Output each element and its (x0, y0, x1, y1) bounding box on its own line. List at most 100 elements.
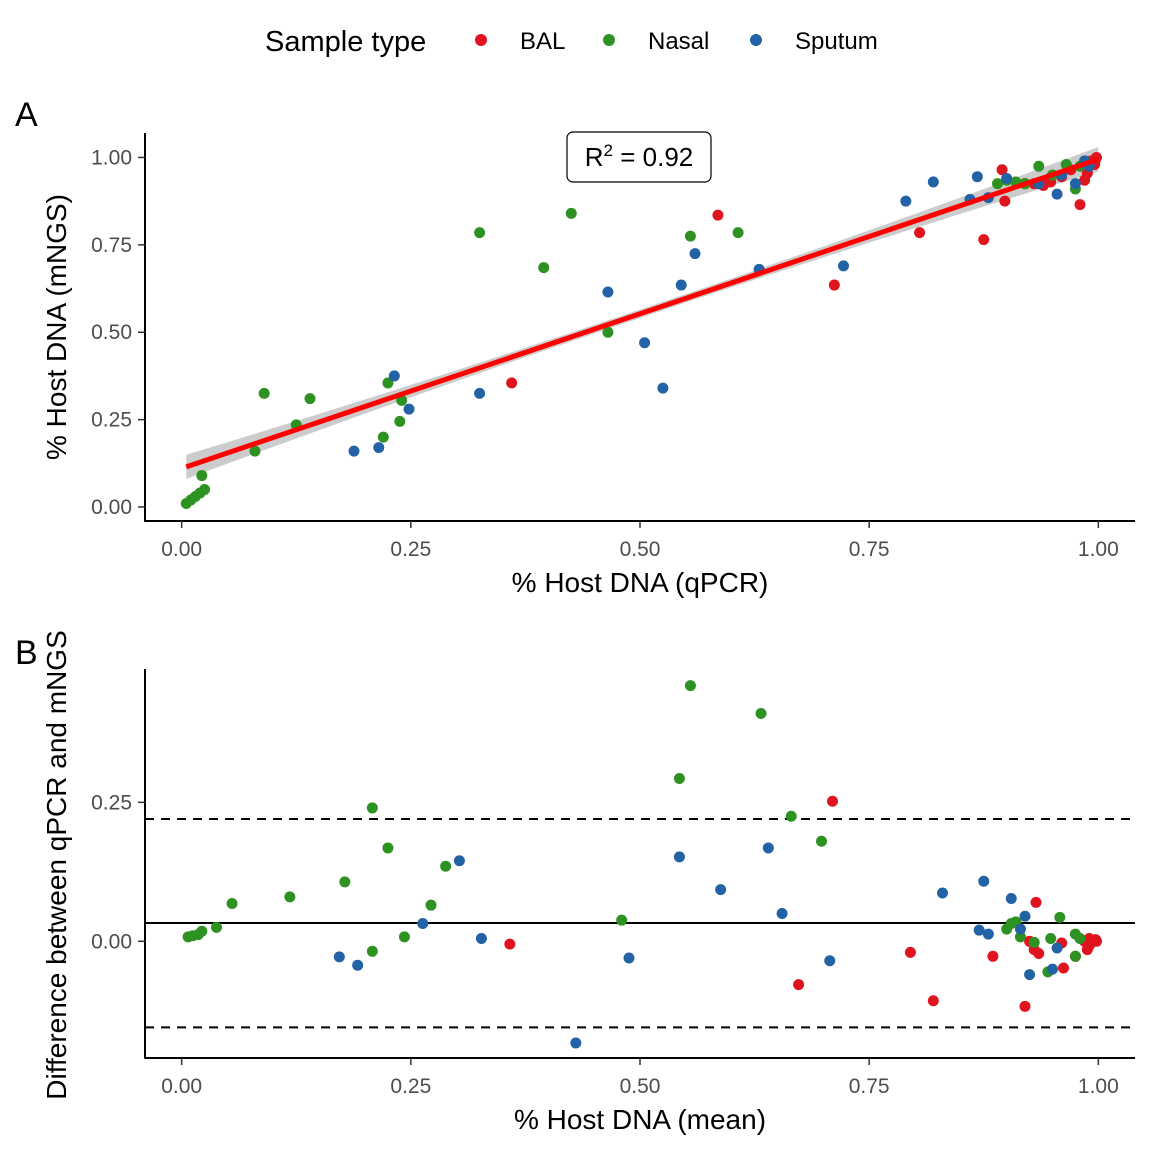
panel-a-point-bal (978, 234, 990, 246)
panel-b-point-nasal (226, 898, 238, 910)
panel-a-point-sputum (689, 248, 701, 260)
panel-a-point-sputum (403, 403, 415, 415)
panel-b-point-nasal (1045, 933, 1057, 945)
panel-a-point-nasal (382, 377, 394, 389)
panel-b-point-nasal (440, 860, 452, 872)
panel-a-label: A (15, 96, 38, 134)
panel-b-point-nasal (196, 925, 208, 937)
panel-b-point-sputum (973, 924, 985, 936)
panel-a-point-sputum (474, 387, 486, 399)
panel-b-point-nasal (211, 921, 222, 933)
panel-b-point-nasal (284, 891, 296, 903)
panel-a: A 0.00 0.25 0.50 0.75 1.00 0.00 0.25 0.50 0.75 1.… (15, 96, 1135, 598)
panel-b-point-nasal (366, 945, 378, 957)
panel-a-point-sputum (1069, 178, 1081, 190)
panel-a-point-nasal (377, 431, 389, 443)
panel-b-point-bal (1033, 948, 1045, 960)
panel-b-axes: 0.00 0.25 0.50 0.75 1.00 0.00 0.25 (91, 669, 1135, 1098)
panel-a-point-nasal (196, 470, 208, 482)
panel-b-point-nasal (1054, 911, 1066, 923)
r2-annotation: R2 = 0.92 (585, 141, 693, 172)
panel-b-point-bal (1091, 935, 1102, 947)
panel-a-point-bal (712, 209, 724, 221)
panel-b-x-axis-title: % Host DNA (mean) (514, 1104, 766, 1135)
panel-b-y-tick-label: 0.00 (91, 930, 132, 953)
panel-b-point-sputum (623, 952, 635, 964)
panel-b-points (182, 680, 1102, 1049)
panel-a-point-nasal (732, 227, 744, 239)
panel-b-point-sputum (417, 918, 429, 930)
r2-box (566, 131, 712, 183)
panel-b-point-bal (927, 995, 939, 1007)
legend-label-nasal: Nasal (648, 28, 709, 55)
panel-a-point-nasal (538, 262, 550, 274)
panel-b-point-bal (1058, 962, 1069, 974)
panel-a-y-tick-label: 0.75 (91, 234, 132, 257)
panel-b-point-bal (827, 795, 838, 807)
panel-a-point-bal (1074, 199, 1086, 211)
panel-a-axes: 0.00 0.25 0.50 0.75 1.00 0.00 0.25 0.50 0.75 1.00 (91, 133, 1135, 561)
panel-b-point-sputum (982, 928, 994, 940)
panel-b-point-bal (904, 946, 916, 958)
panel-b-point-bal (793, 979, 805, 991)
panel-b-point-nasal (1028, 936, 1040, 948)
panel-a-y-tick-label: 0.00 (91, 496, 132, 519)
panel-a-x-tick-label: 1.00 (1078, 538, 1119, 561)
panel-a-x-tick-label: 0.50 (620, 538, 661, 561)
panel-a-point-nasal (1033, 160, 1045, 172)
panel-a-point-nasal (565, 207, 577, 219)
panel-a-point-bal (506, 377, 518, 389)
panel-a-point-bal (999, 195, 1011, 207)
legend: Sample type BAL Nasal Sputum (265, 26, 878, 58)
panel-a-point-nasal (258, 387, 270, 399)
panel-b-point-sputum (978, 875, 990, 887)
panel-b-label: B (15, 634, 38, 672)
legend-key-sputum (750, 34, 762, 46)
panel-a-point-sputum (1051, 188, 1063, 200)
panel-a-x-tick-label: 0.25 (390, 538, 431, 561)
legend-key-nasal (603, 34, 615, 46)
panel-b-y-tick-label: 0.25 (91, 791, 132, 814)
panel-b-point-bal (1019, 1000, 1031, 1012)
panel-a-point-nasal (474, 227, 486, 239)
panel-b-point-sputum (352, 959, 364, 971)
regression-line (185, 156, 1100, 470)
panel-a-y-axis-title: % Host DNA (mNGS) (41, 194, 72, 460)
panel-b-x-tick-label: 0.00 (161, 1075, 202, 1098)
panel-b-point-nasal (398, 931, 410, 943)
panel-b-point-nasal (755, 707, 767, 719)
panel-b-point-bal (1030, 896, 1042, 908)
panel-b-point-sputum (673, 851, 685, 863)
panel-a-x-tick-label: 0.00 (161, 538, 202, 561)
panel-a-point-sputum (838, 260, 849, 272)
panel-b-point-nasal (382, 842, 394, 854)
panel-b-point-sputum (715, 884, 727, 896)
panel-b-point-nasal (785, 810, 797, 822)
panel-a-y-tick-label: 1.00 (91, 146, 132, 169)
panel-b-x-tick-label: 0.50 (620, 1075, 661, 1098)
panel-b-point-nasal (684, 680, 696, 692)
panel-b-point-bal (987, 950, 999, 962)
panel-a-point-nasal (684, 230, 696, 242)
panel-b-y-axis-title: Difference between qPCR and mNGS (41, 630, 72, 1100)
panel-a-point-sputum (348, 445, 360, 457)
legend-label-bal: BAL (520, 28, 565, 55)
panel-b-point-nasal (1014, 931, 1026, 943)
legend-key-bal (475, 34, 487, 46)
panel-a-x-tick-label: 0.75 (849, 538, 890, 561)
panel-a-point-nasal (602, 326, 614, 338)
panel-a-point-nasal (992, 178, 1003, 190)
panel-a-point-sputum (388, 370, 400, 382)
panel-a-point-nasal (394, 415, 406, 427)
panel-b-reference-lines (145, 818, 1135, 1029)
panel-a-point-sputum (639, 337, 651, 349)
panel-b-point-nasal (425, 899, 437, 911)
panel-b-point-nasal (616, 914, 628, 926)
legend-label-sputum: Sputum (795, 28, 878, 55)
panel-b-point-sputum (1019, 910, 1031, 922)
panel-a-y-tick-label: 0.25 (91, 409, 132, 432)
panel-a-point-sputum (1001, 172, 1013, 184)
panel-b-point-nasal (816, 835, 827, 847)
panel-b-point-nasal (673, 772, 685, 784)
